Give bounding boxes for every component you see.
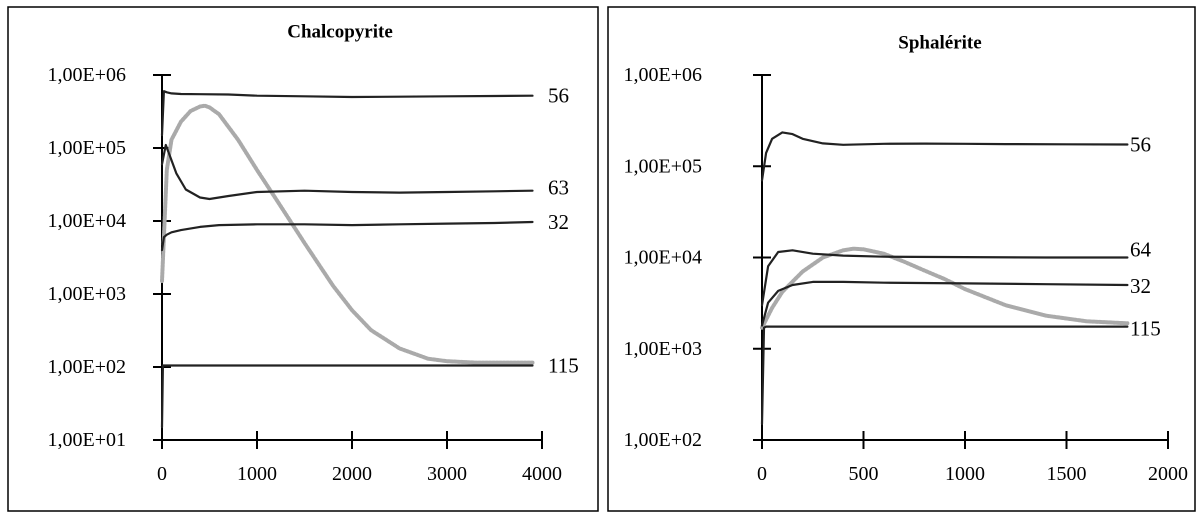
x-tick-label: 1000: [237, 463, 277, 485]
series-line-56: [760, 131, 1129, 182]
y-tick-label: 1,00E+03: [624, 338, 703, 360]
series-line-32: [760, 280, 1129, 327]
x-tick-label: 4000: [522, 463, 562, 485]
x-tick-label: 0: [757, 463, 767, 485]
series-label-64: 64: [1130, 238, 1152, 262]
y-tick-label: 1,00E+01: [48, 429, 127, 451]
x-tick-label: 500: [849, 463, 879, 485]
series-line-64: [760, 249, 1129, 307]
y-tick-label: 1,00E+02: [624, 429, 703, 451]
x-tick-label: 3000: [427, 463, 467, 485]
panel-frame: [607, 6, 1196, 512]
y-tick-label: 1,00E+02: [48, 356, 127, 378]
x-tick-label: 2000: [1148, 463, 1188, 485]
x-tick-label: 1000: [945, 463, 985, 485]
x-tick-label: 2000: [332, 463, 372, 485]
series-line-115: [160, 364, 534, 429]
series-label-32: 32: [1130, 274, 1151, 298]
y-tick-label: 1,00E+06: [48, 64, 127, 86]
y-tick-label: 1,00E+03: [48, 283, 127, 305]
chart-chalcopyrite: Chalcopyrite 1,00E+01 1,00E+02 1,00E+03 1,00…: [7, 6, 599, 512]
series-line-56: [160, 90, 534, 137]
series-line-unlabeled: [160, 103, 535, 365]
x-tick-label: 1500: [1047, 463, 1087, 485]
y-tick-label: 1,00E+04: [624, 247, 703, 269]
series-line-115: [760, 325, 1129, 425]
chart-sphalerite: Sphalérite 1,00E+02 1,00E+03 1,00E+04 1,00E+…: [607, 6, 1196, 512]
series-line-unlabeled: [760, 246, 1130, 330]
series-label-32: 32: [548, 210, 569, 234]
series-label-115: 115: [548, 353, 579, 377]
y-tick-label: 1,00E+04: [48, 210, 127, 232]
series-line-32: [160, 220, 534, 252]
chart-title: Sphalérite: [898, 33, 981, 54]
y-tick-label: 1,00E+06: [624, 64, 703, 86]
series-label-56: 56: [548, 84, 569, 108]
series-line-63: [160, 143, 534, 201]
chart-title: Chalcopyrite: [287, 22, 393, 43]
panel-frame: [7, 6, 599, 512]
x-tick-label: 0: [157, 463, 167, 485]
series-label-115: 115: [1130, 317, 1161, 341]
y-tick-label: 1,00E+05: [624, 155, 703, 177]
series-label-56: 56: [1130, 133, 1151, 157]
y-tick-label: 1,00E+05: [48, 137, 127, 159]
series-label-63: 63: [548, 176, 569, 200]
